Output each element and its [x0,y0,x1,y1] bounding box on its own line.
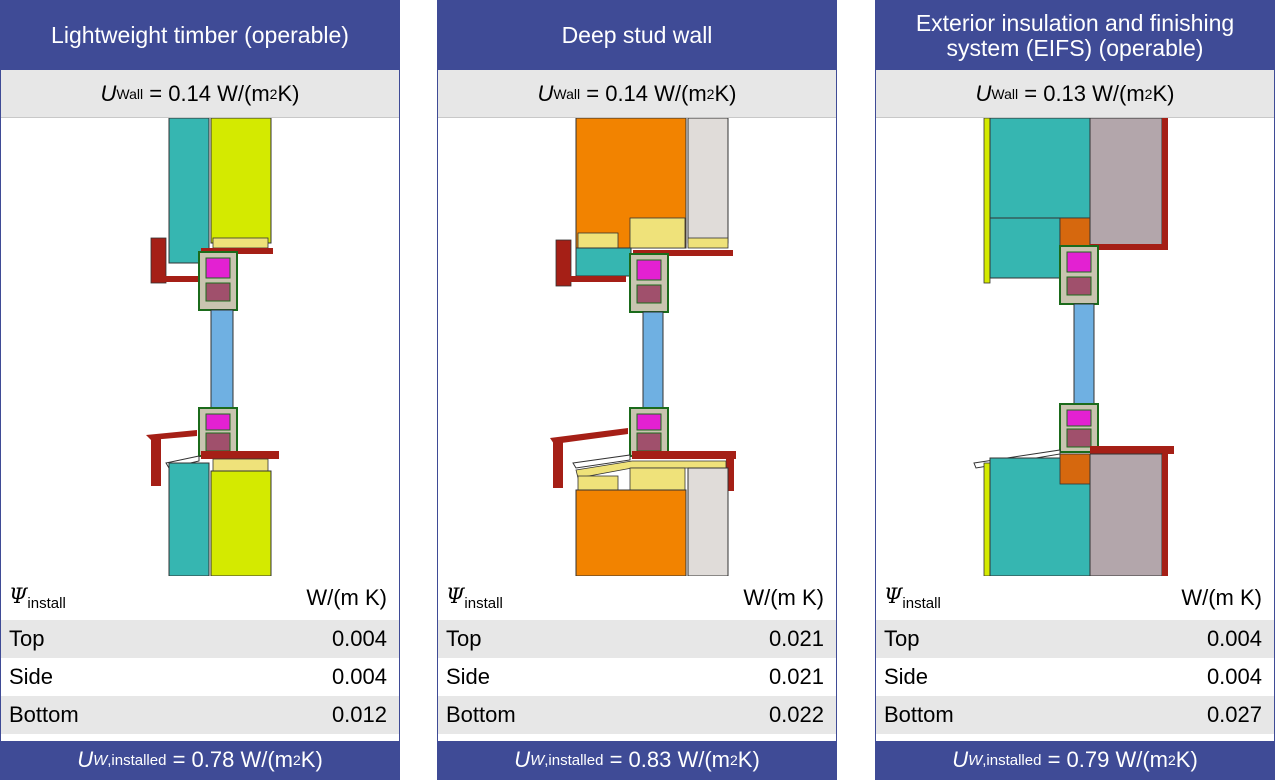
panel-title: Deep stud wall [438,1,836,70]
stud-cavity-bottom [575,489,687,576]
eifs-insulation-lower [989,217,1061,279]
interior-gypsum-bottom [687,467,729,576]
exterior-insulation-top [168,118,210,264]
sill-board [572,454,631,469]
u-wall-label: U Wall = 0.14 W/(m 2 K) [1,70,399,118]
frame-chamber-3 [205,413,231,431]
psi-unit: W/(m K) [1181,585,1262,610]
row-top: Top 0.004 [876,620,1274,658]
interior-trim-top [1090,244,1168,250]
row-bottom: Bottom 0.012 [1,696,399,734]
frame-chamber-3 [1066,409,1092,427]
psi-header: Ψinstall W/(m K) [446,584,824,612]
u-wall-label: U Wall = 0.14 W/(m 2 K) [438,70,836,118]
panel-deep-stud-wall: Deep stud wall U Wall = 0.14 W/(m 2 K) [437,0,837,780]
concrete-wall-top [1089,118,1163,247]
panel-title: Lightweight timber (operable) [1,1,399,70]
frame-chamber-2 [636,284,662,304]
glazing [1073,303,1095,407]
sill-block-2 [629,467,686,491]
sheathing-top-2 [629,217,686,249]
glazing [642,311,664,411]
buck-top [1059,217,1091,247]
sheathing-bottom [212,458,269,472]
glazing [210,309,234,411]
u-wall-label: U Wall = 0.13 W/(m 2 K) [876,70,1274,118]
sill-block-1 [577,475,619,491]
interior-sill-drip [726,451,734,491]
section-drawing [438,118,836,576]
row-top: Top 0.004 [1,620,399,658]
row-side: Side 0.004 [884,664,1262,689]
sheathing-top-3 [687,237,729,249]
interior-trim-top [633,250,733,256]
panel-lightweight-timber: Lightweight timber (operable) U Wall = 0.… [0,0,400,780]
psi-header: Ψinstall W/(m K) [884,584,1262,612]
uw-installed: U W,installed = 0.83 W/(m 2 K) [438,741,836,779]
head-flashing-sill [161,276,206,282]
eifs-insulation-top [989,118,1091,219]
uw-installed: U W,installed = 0.79 W/(m 2 K) [876,741,1274,779]
stud-cavity-bottom [210,470,272,576]
head-flashing-sill [566,276,626,282]
row-side: Side 0.004 [9,664,387,689]
sill-flashing [550,428,628,444]
row-top: Top 0.021 [438,620,836,658]
head-flashing [555,239,572,287]
row-side: Side 0.021 [446,664,824,689]
frame-chamber-2 [1066,276,1092,296]
frame-chamber-4 [205,432,231,452]
interior-sill [632,451,736,459]
frame-chamber-2 [205,282,231,302]
frame-chamber [1066,251,1092,273]
exterior-insulation-bottom [168,462,210,576]
head-flashing [150,237,167,284]
concrete-wall-bottom [1089,453,1163,576]
interior-finish-bottom [1162,454,1168,576]
render-bottom [983,462,991,576]
frame-chamber-4 [636,432,662,452]
frame-chamber-3 [636,413,662,431]
interior-finish-top [1162,118,1168,250]
panel-title: Exterior insulation and finishing system… [876,1,1274,70]
head-insulation [575,247,632,277]
sill-drip [151,436,161,486]
interior-sill [201,451,279,459]
section-drawing [1,118,399,576]
frame-chamber [636,259,662,281]
panel-eifs: Exterior insulation and finishing system… [875,0,1275,780]
row-bottom: Bottom 0.027 [876,696,1274,734]
interior-sill [1090,446,1174,454]
buck-bottom-fill [1059,453,1091,485]
frame-chamber [205,257,231,279]
sill-drip [553,440,563,488]
psi-unit: W/(m K) [306,585,387,610]
stud-cavity-top [210,118,272,244]
sheathing-top [212,237,269,249]
psi-header: Ψinstall W/(m K) [9,584,387,612]
psi-unit: W/(m K) [743,585,824,610]
section-drawing [876,118,1274,576]
row-bottom: Bottom 0.022 [438,696,836,734]
uw-installed: U W,installed = 0.78 W/(m 2 K) [1,741,399,779]
sheathing-top-1 [577,232,619,249]
frame-chamber-4 [1066,428,1092,448]
interior-gypsum-top [687,118,729,244]
render-top [983,118,991,284]
